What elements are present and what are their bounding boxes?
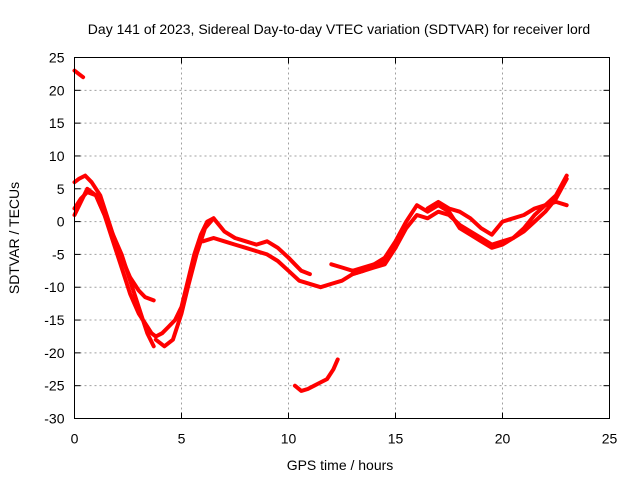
series-arc-h <box>329 176 569 273</box>
series-arc-j <box>425 199 569 237</box>
series-arc-d <box>72 190 156 303</box>
grid-layer <box>74 57 610 419</box>
series-layer <box>72 68 569 393</box>
x-tick-label: 0 <box>71 431 79 447</box>
y-tick-label: 25 <box>49 50 65 66</box>
x-tick-label: 15 <box>388 431 404 447</box>
y-tick-label: -5 <box>52 246 65 262</box>
y-tick-label: 15 <box>49 115 65 131</box>
plot-frame <box>74 57 610 419</box>
x-tick-label: 20 <box>495 431 511 447</box>
y-tick-label: -10 <box>44 279 64 295</box>
y-tick-label: -15 <box>44 312 64 328</box>
y-tick-label: -25 <box>44 378 64 394</box>
x-tick-label: 5 <box>178 431 186 447</box>
chart-title: Day 141 of 2023, Sidereal Day-to-day VTE… <box>88 21 590 37</box>
y-tick-label: 10 <box>49 148 65 164</box>
y-axis-title: SDTVAR / TECUs <box>6 182 22 294</box>
x-tick-label: 10 <box>281 431 297 447</box>
tick-layer: 0 5 10 15 20 25 -30 -25 -20 -15 -10 -5 0 5 10 15 20 25 <box>44 50 617 447</box>
series-arc-i <box>350 173 569 277</box>
y-tick-label: 5 <box>57 181 65 197</box>
y-tick-label: 20 <box>49 82 65 98</box>
y-tick-label: -30 <box>44 411 64 427</box>
y-tick-label: -20 <box>44 345 64 361</box>
x-tick-label: 25 <box>602 431 618 447</box>
series-arc-e <box>153 216 312 349</box>
series-arc-f <box>200 236 398 290</box>
series-arc-g <box>292 357 340 393</box>
series-arc-a <box>72 68 86 80</box>
y-tick-label: 0 <box>57 214 65 230</box>
x-axis-title: GPS time / hours <box>287 457 394 473</box>
